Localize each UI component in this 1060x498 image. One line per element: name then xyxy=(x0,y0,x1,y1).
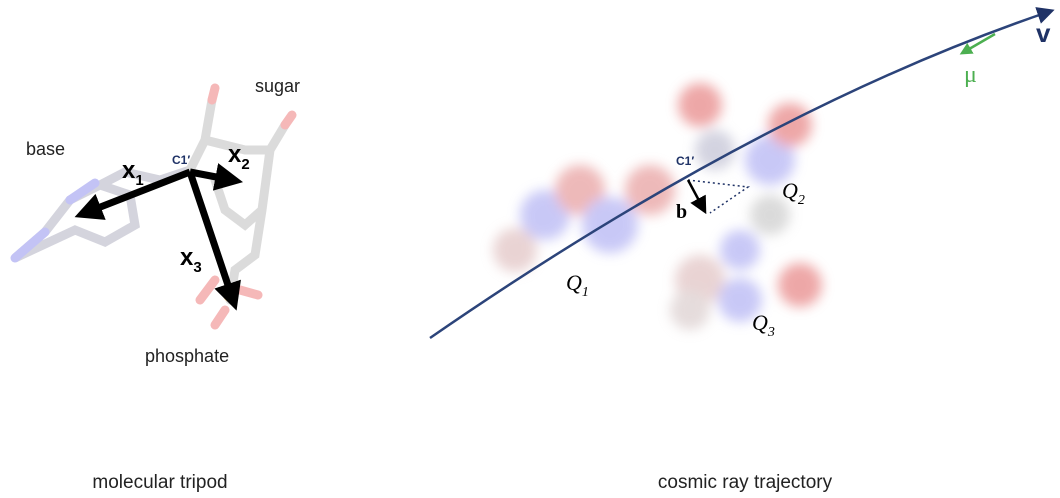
atom-label: C1′ xyxy=(172,153,190,167)
vector-arrow xyxy=(190,172,232,180)
caption: molecular tripod xyxy=(92,472,227,493)
atom-label: C1′ xyxy=(676,154,694,168)
stick-model xyxy=(15,88,292,325)
b-label: b xyxy=(676,201,687,223)
electron-density xyxy=(493,83,822,330)
label: base xyxy=(26,139,65,159)
v-label: v xyxy=(1036,18,1051,48)
vector-label: x3 xyxy=(180,244,202,276)
charge-label: Q3 xyxy=(752,310,775,340)
vector-label: x1 xyxy=(122,157,144,189)
caption: cosmic ray trajectory xyxy=(658,472,833,493)
label: sugar xyxy=(255,76,300,96)
label: phosphate xyxy=(145,346,229,366)
b-arrow xyxy=(688,180,703,208)
figure: base sugar C1′ x1 x2 x3 phosphate molecu… xyxy=(0,0,1060,498)
charge-label: Q1 xyxy=(566,270,589,300)
mu-label: μ xyxy=(964,62,977,88)
